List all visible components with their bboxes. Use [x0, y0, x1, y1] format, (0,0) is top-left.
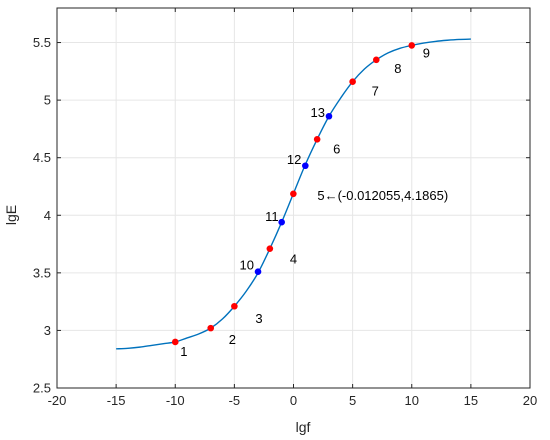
- annotation-7: 7: [372, 84, 379, 99]
- x-tick-label: 10: [405, 393, 419, 408]
- annotation-4: 4: [290, 252, 297, 267]
- annotation-13: 13: [311, 105, 325, 120]
- data-point-5: [290, 190, 297, 198]
- data-point-13: [325, 112, 333, 120]
- annotation-6: 6: [333, 141, 340, 156]
- y-axis-title: lgE: [3, 205, 19, 225]
- x-tick-label: -10: [166, 393, 185, 408]
- axes-layer: [56, 7, 531, 389]
- x-tick-label: -5: [229, 393, 241, 408]
- data-point-9: [408, 42, 416, 49]
- y-tick-label: 2.5: [33, 381, 51, 396]
- y-tick-label: 5.5: [33, 35, 51, 50]
- data-point-12: [302, 162, 309, 170]
- annotation-8: 8: [394, 61, 401, 76]
- data-point-4: [266, 245, 274, 252]
- data-point-8: [372, 56, 380, 64]
- points-layer: [171, 42, 416, 346]
- data-point-11: [278, 218, 285, 226]
- annotation-11: 11: [265, 209, 279, 224]
- x-axis-title: lgf: [296, 419, 311, 435]
- data-point-10: [254, 268, 262, 275]
- x-tick-label: -15: [107, 393, 126, 408]
- x-tick-label: 20: [523, 393, 537, 408]
- x-tick-label: -20: [48, 393, 67, 408]
- data-point-1: [171, 338, 179, 346]
- data-point-3: [231, 302, 238, 310]
- x-tick-label: 5: [349, 393, 356, 408]
- annotation-10: 10: [240, 258, 254, 273]
- annotation-9: 9: [423, 45, 430, 60]
- annotation-2: 2: [229, 332, 236, 347]
- annotation-5: 5←(-0.012055,4.1865): [317, 188, 448, 203]
- x-tick-label: 0: [290, 393, 297, 408]
- annotation-3: 3: [255, 311, 262, 326]
- data-point-2: [207, 324, 215, 332]
- y-tick-label: 3: [44, 323, 51, 338]
- tick-labels-layer: -20 -15 -10 -5 0 5 10 15 20 2.5 3 3.5 4 4.5 5 5.5: [33, 35, 537, 408]
- annotation-1: 1: [180, 344, 187, 359]
- annotation-12: 12: [287, 152, 301, 167]
- data-point-6: [313, 135, 321, 143]
- y-tick-label: 4: [44, 208, 51, 223]
- data-point-7: [349, 78, 356, 85]
- y-tick-label: 4.5: [33, 150, 51, 165]
- y-tick-label: 5: [44, 93, 51, 108]
- y-tick-label: 3.5: [33, 265, 51, 280]
- x-tick-label: 15: [464, 393, 478, 408]
